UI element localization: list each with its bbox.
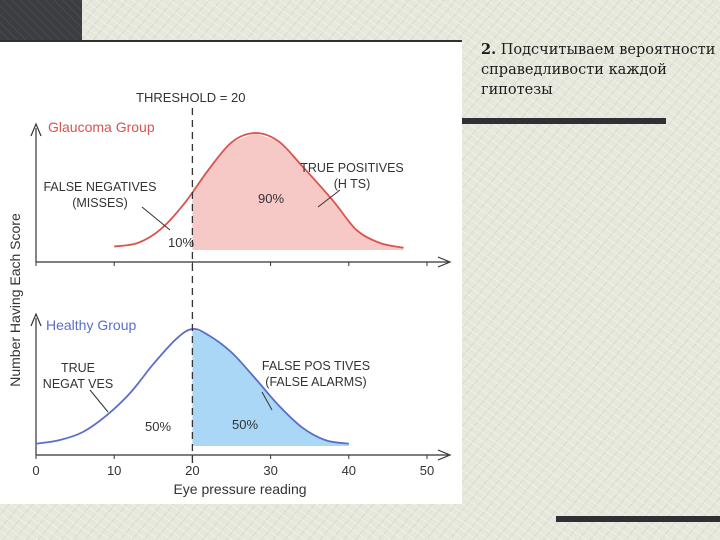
x-tick-label-1: 10 <box>107 463 121 478</box>
top-x-arrow <box>437 256 452 268</box>
pointer-1-2 <box>317 189 341 208</box>
region-label-1-2: 90% <box>258 191 284 206</box>
x-tick-label-3: 30 <box>263 463 277 478</box>
curve-1 <box>114 132 404 249</box>
region-label-2-1: 50% <box>145 419 171 434</box>
divider-top <box>0 40 462 42</box>
panel-title-2: Healthy Group <box>46 317 136 333</box>
x-tick-label-4: 40 <box>342 463 356 478</box>
x-axis-label: Eye pressure reading <box>173 481 306 497</box>
annotation-pointers <box>89 189 341 413</box>
annotation-2-2: FALSE POS TIVES (FALSE ALARMS) <box>262 359 370 389</box>
threshold-label: THRESHOLD = 20 <box>136 90 245 105</box>
bottom-x-arrow <box>437 449 452 461</box>
annotation-1-2: TRUE POSITIVES (H TS) <box>300 161 404 191</box>
bottom-y-arrow <box>30 312 42 327</box>
x-tick-label-0: 0 <box>32 463 39 478</box>
area-fills <box>192 133 404 446</box>
shaded-region-1 <box>192 133 404 250</box>
divider-mid <box>462 118 666 124</box>
slide-body: Подсчитываем вероятности справедливости … <box>481 42 716 98</box>
region-label-2-2: 50% <box>232 417 258 432</box>
top-y-arrow <box>30 122 42 137</box>
chart-labels: Glaucoma Group 10% 90% FALSE NEGATIVES (MISS… <box>43 119 404 434</box>
pointer-1-1 <box>141 206 171 231</box>
y-axis-label: Number Having Each Score <box>7 213 23 387</box>
annotation-2-1: TRUE NEGAT VES <box>43 361 113 391</box>
region-label-1-1: 10% <box>168 235 194 250</box>
shaded-region-2 <box>192 329 349 446</box>
pointer-2-1 <box>89 389 109 413</box>
panel-title-1: Glaucoma Group <box>48 119 155 135</box>
slide-number: 2. <box>481 41 497 58</box>
slide-text: 2. Подсчитываем вероятности справедливос… <box>481 40 717 100</box>
corner-square <box>0 0 82 40</box>
axes <box>30 122 452 461</box>
divider-bottom <box>556 516 720 522</box>
x-tick-label-5: 50 <box>420 463 434 478</box>
annotation-1-1: FALSE NEGATIVES (MISSES) <box>43 180 156 210</box>
x-ticks: 0 10 20 30 40 50 <box>32 262 434 478</box>
pointer-2-2 <box>261 391 273 411</box>
x-tick-label-2: 20 <box>185 463 199 478</box>
